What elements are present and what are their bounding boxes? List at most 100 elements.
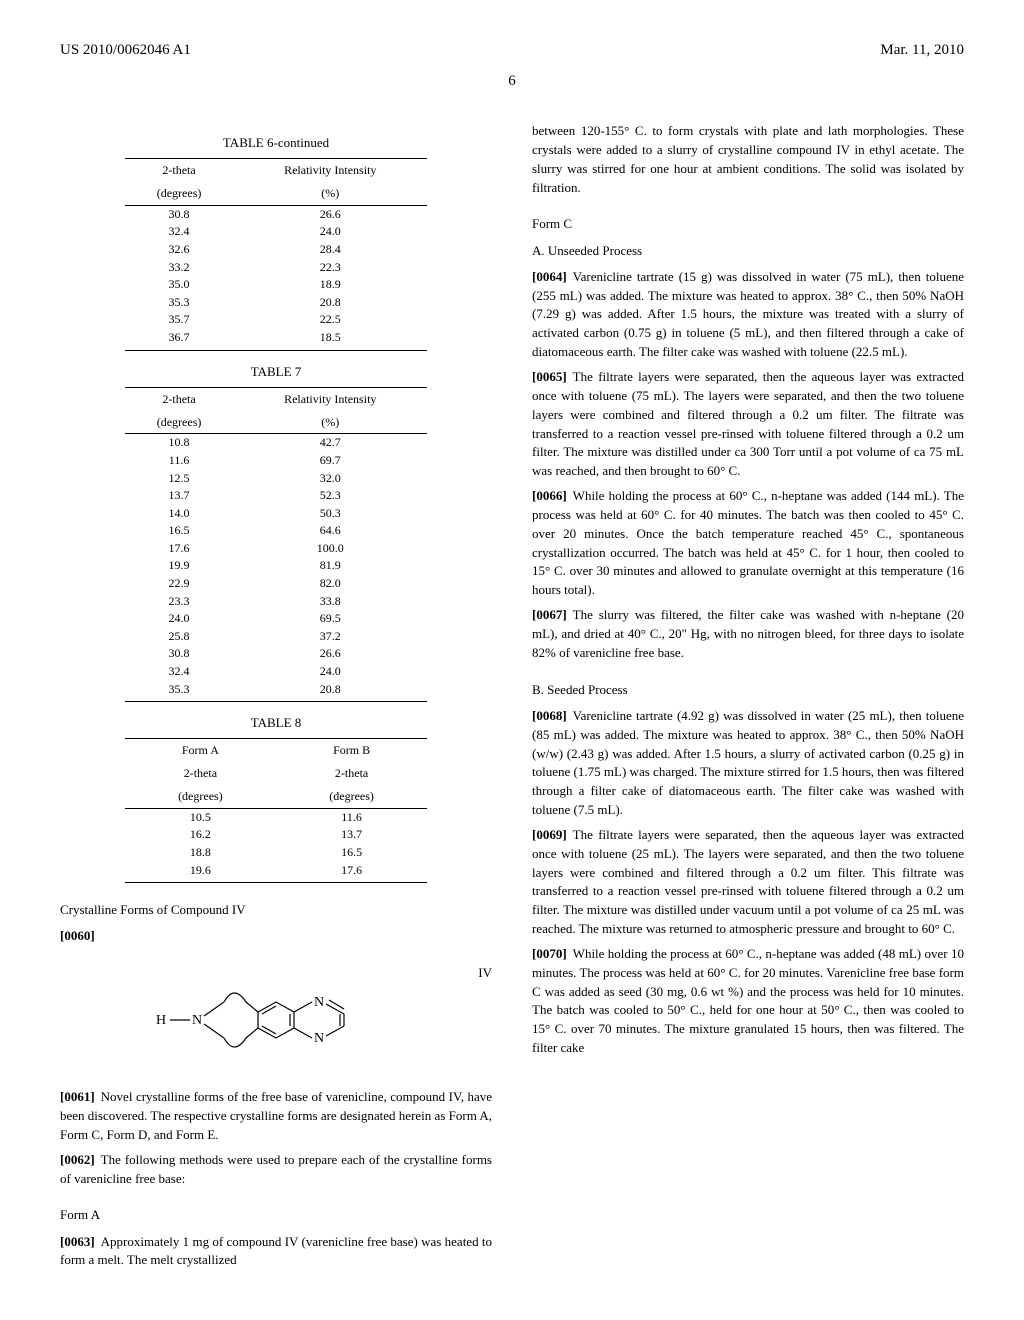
table-cell: 32.4 bbox=[125, 223, 234, 241]
para-62-text: The following methods were used to prepa… bbox=[60, 1152, 492, 1186]
para-65-num: [0065] bbox=[532, 369, 567, 384]
table-row: 32.424.0 bbox=[125, 663, 427, 681]
unseeded-heading: A. Unseeded Process bbox=[532, 242, 964, 260]
table-cell: 13.7 bbox=[276, 826, 427, 844]
table-cell: 24.0 bbox=[233, 663, 427, 681]
table-cell: 33.2 bbox=[125, 259, 234, 277]
para-61-text: Novel crystalline forms of the free base… bbox=[60, 1089, 492, 1142]
table-cell: 30.8 bbox=[125, 205, 234, 223]
para-61: [0061]Novel crystalline forms of the fre… bbox=[60, 1088, 492, 1145]
table-row: 23.333.8 bbox=[125, 593, 427, 611]
table-row: 10.842.7 bbox=[125, 434, 427, 452]
svg-text:N: N bbox=[192, 1013, 202, 1028]
table-row: 25.837.2 bbox=[125, 628, 427, 646]
right-column: between 120-155° C. to form crystals wit… bbox=[532, 122, 964, 1276]
table-row: 33.222.3 bbox=[125, 259, 427, 277]
table8-head-a2: 2-theta bbox=[125, 762, 276, 785]
para-65: [0065]The filtrate layers were separated… bbox=[532, 368, 964, 481]
table-row: 24.069.5 bbox=[125, 610, 427, 628]
table-cell: 25.8 bbox=[125, 628, 234, 646]
table-cell: 100.0 bbox=[233, 540, 427, 558]
table-cell: 35.0 bbox=[125, 276, 234, 294]
table-cell: 20.8 bbox=[233, 294, 427, 312]
table-cell: 24.0 bbox=[125, 610, 234, 628]
table-row: 16.564.6 bbox=[125, 522, 427, 540]
table-row: 32.628.4 bbox=[125, 241, 427, 259]
table-cell: 81.9 bbox=[233, 557, 427, 575]
table-row: 35.722.5 bbox=[125, 311, 427, 329]
table-cell: 16.5 bbox=[276, 844, 427, 862]
table-cell: 50.3 bbox=[233, 505, 427, 523]
form-c-heading: Form C bbox=[532, 215, 964, 233]
table-row: 22.982.0 bbox=[125, 575, 427, 593]
table8-head-a3: (degrees) bbox=[125, 785, 276, 808]
table-cell: 22.9 bbox=[125, 575, 234, 593]
table-row: 18.816.5 bbox=[125, 844, 427, 862]
svg-text:N: N bbox=[314, 1031, 324, 1046]
para-64-text: Varenicline tartrate (15 g) was dissolve… bbox=[532, 269, 964, 359]
para-63-num: [0063] bbox=[60, 1234, 95, 1249]
compound-iv-structure: IV H N bbox=[60, 964, 492, 1074]
table-row: 30.826.6 bbox=[125, 205, 427, 223]
para-68-text: Varenicline tartrate (4.92 g) was dissol… bbox=[532, 708, 964, 817]
table-cell: 17.6 bbox=[125, 540, 234, 558]
table7-head-a2: (degrees) bbox=[125, 411, 234, 434]
svg-text:N: N bbox=[314, 995, 324, 1010]
table8: Form A Form B 2-theta 2-theta (degrees) … bbox=[125, 738, 427, 883]
para-64: [0064]Varenicline tartrate (15 g) was di… bbox=[532, 268, 964, 362]
table-row: 32.424.0 bbox=[125, 223, 427, 241]
table-row: 30.826.6 bbox=[125, 645, 427, 663]
table-cell: 17.6 bbox=[276, 862, 427, 883]
para-67-num: [0067] bbox=[532, 607, 567, 622]
table-row: 11.669.7 bbox=[125, 452, 427, 470]
table-cell: 32.6 bbox=[125, 241, 234, 259]
table8-head-b2: 2-theta bbox=[276, 762, 427, 785]
table6: 2-theta Relativity Intensity (degrees) (… bbox=[125, 158, 427, 350]
para-70-text: While holding the process at 60° C., n-h… bbox=[532, 946, 964, 1055]
para-64-num: [0064] bbox=[532, 269, 567, 284]
compound-iv-label: IV bbox=[478, 964, 492, 982]
table-cell: 35.3 bbox=[125, 681, 234, 702]
table6-head-a2: (degrees) bbox=[125, 182, 234, 205]
para-68-num: [0068] bbox=[532, 708, 567, 723]
table-cell: 42.7 bbox=[233, 434, 427, 452]
table-cell: 18.8 bbox=[125, 844, 276, 862]
para-67-text: The slurry was filtered, the filter cake… bbox=[532, 607, 964, 660]
table-cell: 32.4 bbox=[125, 663, 234, 681]
publication-number: US 2010/0062046 A1 bbox=[60, 40, 191, 61]
table-row: 19.617.6 bbox=[125, 862, 427, 883]
para-69-text: The filtrate layers were separated, then… bbox=[532, 827, 964, 936]
form-a-heading: Form A bbox=[60, 1206, 492, 1224]
table-row: 35.018.9 bbox=[125, 276, 427, 294]
table6-head-b2: (%) bbox=[233, 182, 427, 205]
para-70: [0070]While holding the process at 60° C… bbox=[532, 945, 964, 1058]
table6-head-a1: 2-theta bbox=[125, 159, 234, 182]
table-cell: 12.5 bbox=[125, 470, 234, 488]
para-63-text: Approximately 1 mg of compound IV (varen… bbox=[60, 1234, 492, 1268]
para-67: [0067]The slurry was filtered, the filte… bbox=[532, 606, 964, 663]
table-cell: 32.0 bbox=[233, 470, 427, 488]
table8-head-a1: Form A bbox=[125, 739, 276, 762]
table-row: 35.320.8 bbox=[125, 681, 427, 702]
seeded-heading: B. Seeded Process bbox=[532, 681, 964, 699]
para-69-num: [0069] bbox=[532, 827, 567, 842]
svg-text:H: H bbox=[156, 1013, 166, 1028]
table-row: 12.532.0 bbox=[125, 470, 427, 488]
intro-continuation: between 120-155° C. to form crystals wit… bbox=[532, 122, 964, 197]
left-column: TABLE 6-continued 2-theta Relativity Int… bbox=[60, 122, 492, 1276]
table8-title: TABLE 8 bbox=[60, 714, 492, 732]
table-cell: 36.7 bbox=[125, 329, 234, 350]
table-cell: 10.5 bbox=[125, 808, 276, 826]
table8-head-b3: (degrees) bbox=[276, 785, 427, 808]
table-cell: 33.8 bbox=[233, 593, 427, 611]
table7-head-b1: Relativity Intensity bbox=[233, 387, 427, 410]
table7-head-a1: 2-theta bbox=[125, 387, 234, 410]
para-68: [0068]Varenicline tartrate (4.92 g) was … bbox=[532, 707, 964, 820]
publication-date: Mar. 11, 2010 bbox=[880, 40, 964, 61]
table-cell: 16.5 bbox=[125, 522, 234, 540]
table-cell: 18.5 bbox=[233, 329, 427, 350]
table-cell: 35.3 bbox=[125, 294, 234, 312]
para-69: [0069]The filtrate layers were separated… bbox=[532, 826, 964, 939]
table-cell: 35.7 bbox=[125, 311, 234, 329]
table-cell: 14.0 bbox=[125, 505, 234, 523]
